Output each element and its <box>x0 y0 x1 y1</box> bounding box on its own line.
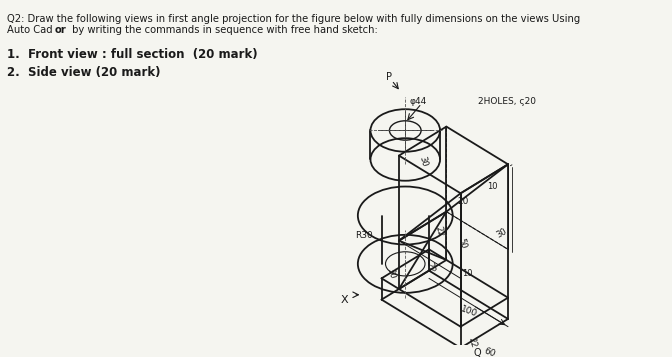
Text: 10: 10 <box>488 182 498 191</box>
Text: 22: 22 <box>433 225 445 237</box>
Text: by writing the commands in sequence with free hand sketch:: by writing the commands in sequence with… <box>69 25 378 35</box>
Text: 20: 20 <box>457 197 468 206</box>
Text: Auto Cad: Auto Cad <box>7 25 56 35</box>
Text: P: P <box>386 72 392 82</box>
Text: 2HOLES, ς20: 2HOLES, ς20 <box>478 97 536 106</box>
Text: R30: R30 <box>355 231 373 240</box>
Text: Q2: Draw the following views in first angle projection for the figure below with: Q2: Draw the following views in first an… <box>7 14 581 24</box>
Text: 60: 60 <box>482 346 497 357</box>
Text: 22: 22 <box>466 336 478 349</box>
Text: 22: 22 <box>425 261 436 273</box>
Text: X: X <box>340 295 348 305</box>
Text: 10: 10 <box>462 270 472 278</box>
Text: 30: 30 <box>386 267 397 280</box>
Text: or: or <box>54 25 67 35</box>
Text: Q: Q <box>473 348 481 357</box>
Text: 30: 30 <box>495 226 509 240</box>
Text: 50: 50 <box>456 237 468 250</box>
Text: 100: 100 <box>459 304 478 318</box>
Text: φ44: φ44 <box>410 97 427 106</box>
Text: 1.  Front view : full section  (20 mark): 1. Front view : full section (20 mark) <box>7 48 258 61</box>
Text: 30: 30 <box>417 156 429 168</box>
Text: 2.  Side view (20 mark): 2. Side view (20 mark) <box>7 66 161 79</box>
